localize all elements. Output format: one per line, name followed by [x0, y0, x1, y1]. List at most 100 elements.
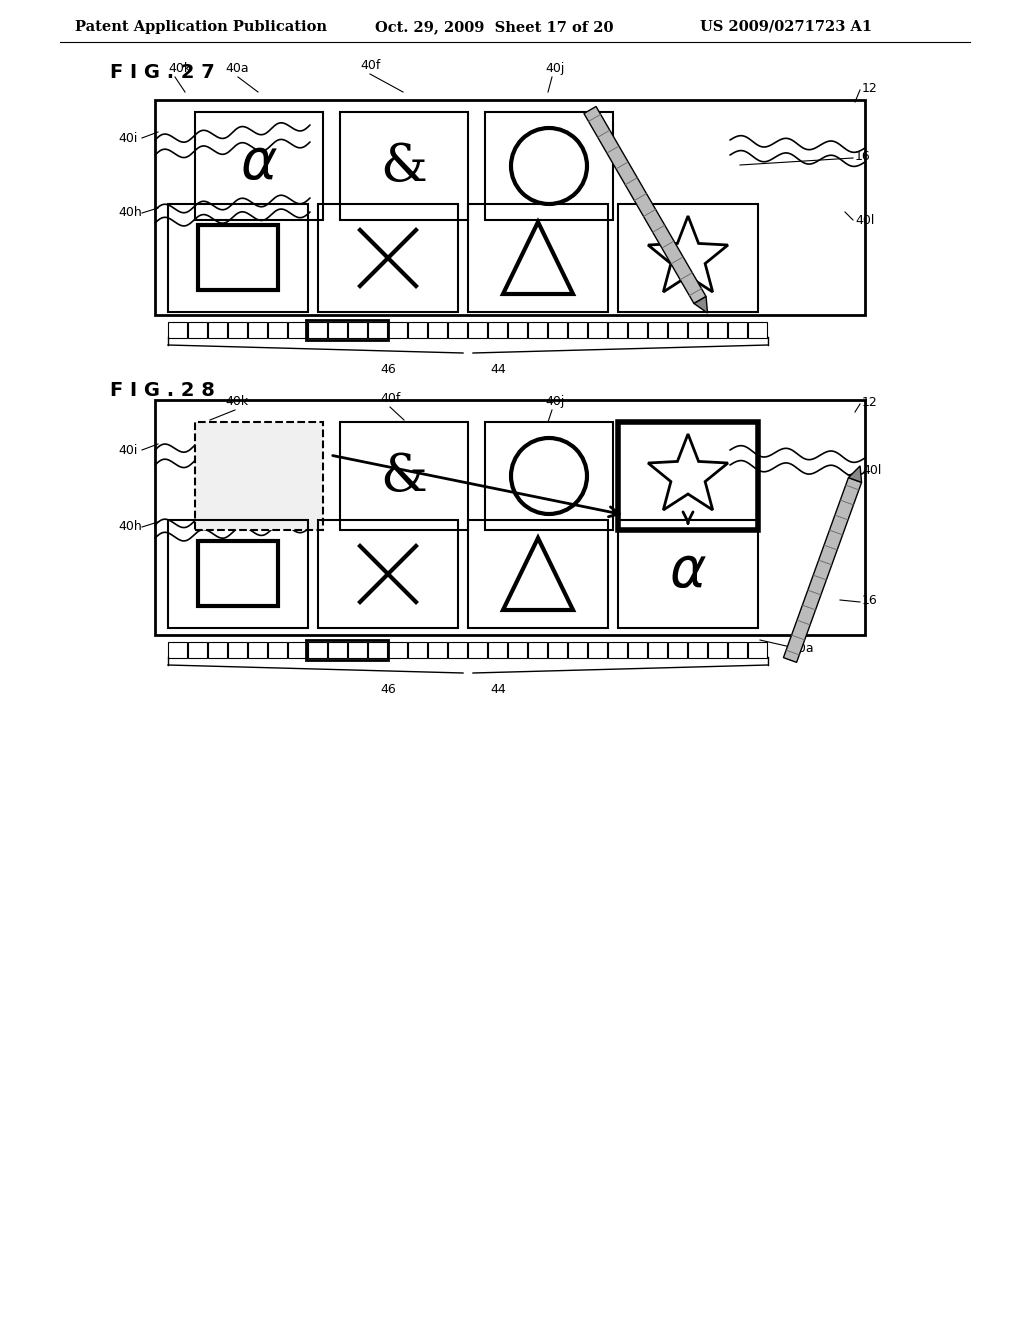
Bar	[288, 642, 307, 657]
Text: Patent Application Publication: Patent Application Publication	[75, 20, 327, 34]
Bar	[628, 642, 647, 657]
Polygon shape	[694, 297, 708, 313]
Text: 46: 46	[380, 682, 396, 696]
Bar	[708, 642, 727, 657]
Polygon shape	[584, 107, 707, 304]
Bar	[648, 642, 667, 657]
Bar	[688, 322, 707, 338]
Text: 40l: 40l	[855, 214, 874, 227]
Text: F I G . 2 7: F I G . 2 7	[110, 62, 215, 82]
Bar	[340, 422, 468, 531]
Text: 40j: 40j	[545, 62, 564, 75]
Bar	[228, 642, 247, 657]
Bar	[155, 400, 865, 635]
Bar	[388, 322, 407, 338]
Bar	[308, 322, 327, 338]
Text: 12: 12	[862, 82, 878, 95]
Bar	[508, 322, 527, 338]
Bar	[588, 642, 607, 657]
Bar	[288, 322, 307, 338]
Bar	[708, 322, 727, 338]
Text: 40k: 40k	[168, 62, 191, 75]
Bar	[208, 322, 227, 338]
Text: 40l: 40l	[862, 463, 882, 477]
Bar	[618, 422, 758, 531]
Bar	[168, 205, 308, 312]
Bar	[428, 322, 447, 338]
Bar	[318, 205, 458, 312]
Bar	[748, 642, 767, 657]
Bar	[608, 642, 627, 657]
Bar	[568, 322, 587, 338]
Bar	[528, 322, 547, 338]
Bar	[618, 520, 758, 628]
Bar	[548, 322, 567, 338]
Text: 40f: 40f	[380, 392, 400, 405]
Bar	[668, 322, 687, 338]
Text: 40h: 40h	[118, 206, 141, 219]
Polygon shape	[648, 216, 728, 292]
Bar	[428, 642, 447, 657]
Bar	[548, 642, 567, 657]
Bar	[340, 112, 468, 220]
Bar	[728, 322, 746, 338]
Bar	[248, 642, 267, 657]
Bar	[468, 520, 608, 628]
Text: 12: 12	[862, 396, 878, 408]
Bar	[168, 322, 187, 338]
Bar	[198, 224, 278, 290]
Text: 40i: 40i	[118, 132, 137, 144]
Bar	[668, 642, 687, 657]
Text: 40a: 40a	[790, 642, 814, 655]
Text: $\alpha$: $\alpha$	[669, 545, 707, 599]
Bar	[268, 322, 287, 338]
Bar	[268, 642, 287, 657]
Bar	[528, 642, 547, 657]
Bar	[588, 322, 607, 338]
Bar	[306, 319, 388, 341]
Text: &: &	[381, 450, 427, 502]
Bar	[188, 642, 207, 657]
Text: US 2009/0271723 A1: US 2009/0271723 A1	[700, 20, 872, 34]
Bar	[155, 100, 865, 315]
Text: 46: 46	[380, 363, 396, 376]
Bar	[408, 322, 427, 338]
Bar	[318, 520, 458, 628]
Bar	[508, 642, 527, 657]
Bar	[228, 322, 247, 338]
Bar	[485, 112, 613, 220]
Text: 44: 44	[490, 363, 506, 376]
Text: F I G . 2 8: F I G . 2 8	[110, 380, 215, 400]
Text: Oct. 29, 2009  Sheet 17 of 20: Oct. 29, 2009 Sheet 17 of 20	[375, 20, 613, 34]
Bar	[368, 322, 387, 338]
Bar	[328, 642, 347, 657]
Bar	[468, 322, 487, 338]
Bar	[648, 322, 667, 338]
Polygon shape	[849, 466, 861, 482]
Polygon shape	[783, 478, 861, 663]
Bar	[328, 322, 347, 338]
Bar	[449, 642, 467, 657]
Text: 44: 44	[490, 682, 506, 696]
Bar	[168, 520, 308, 628]
Bar	[488, 642, 507, 657]
Bar	[468, 205, 608, 312]
Bar	[628, 322, 647, 338]
Polygon shape	[648, 434, 728, 510]
Bar	[608, 322, 627, 338]
Bar	[208, 642, 227, 657]
Bar	[728, 642, 746, 657]
Bar	[449, 322, 467, 338]
Bar	[195, 112, 323, 220]
Bar	[368, 642, 387, 657]
Text: 40i: 40i	[118, 444, 137, 457]
Text: 40h: 40h	[118, 520, 141, 533]
Bar	[306, 640, 388, 660]
Text: 16: 16	[862, 594, 878, 606]
Bar	[688, 642, 707, 657]
Bar	[198, 541, 278, 606]
Bar	[618, 205, 758, 312]
Bar	[748, 322, 767, 338]
Bar	[408, 642, 427, 657]
Bar	[308, 642, 327, 657]
